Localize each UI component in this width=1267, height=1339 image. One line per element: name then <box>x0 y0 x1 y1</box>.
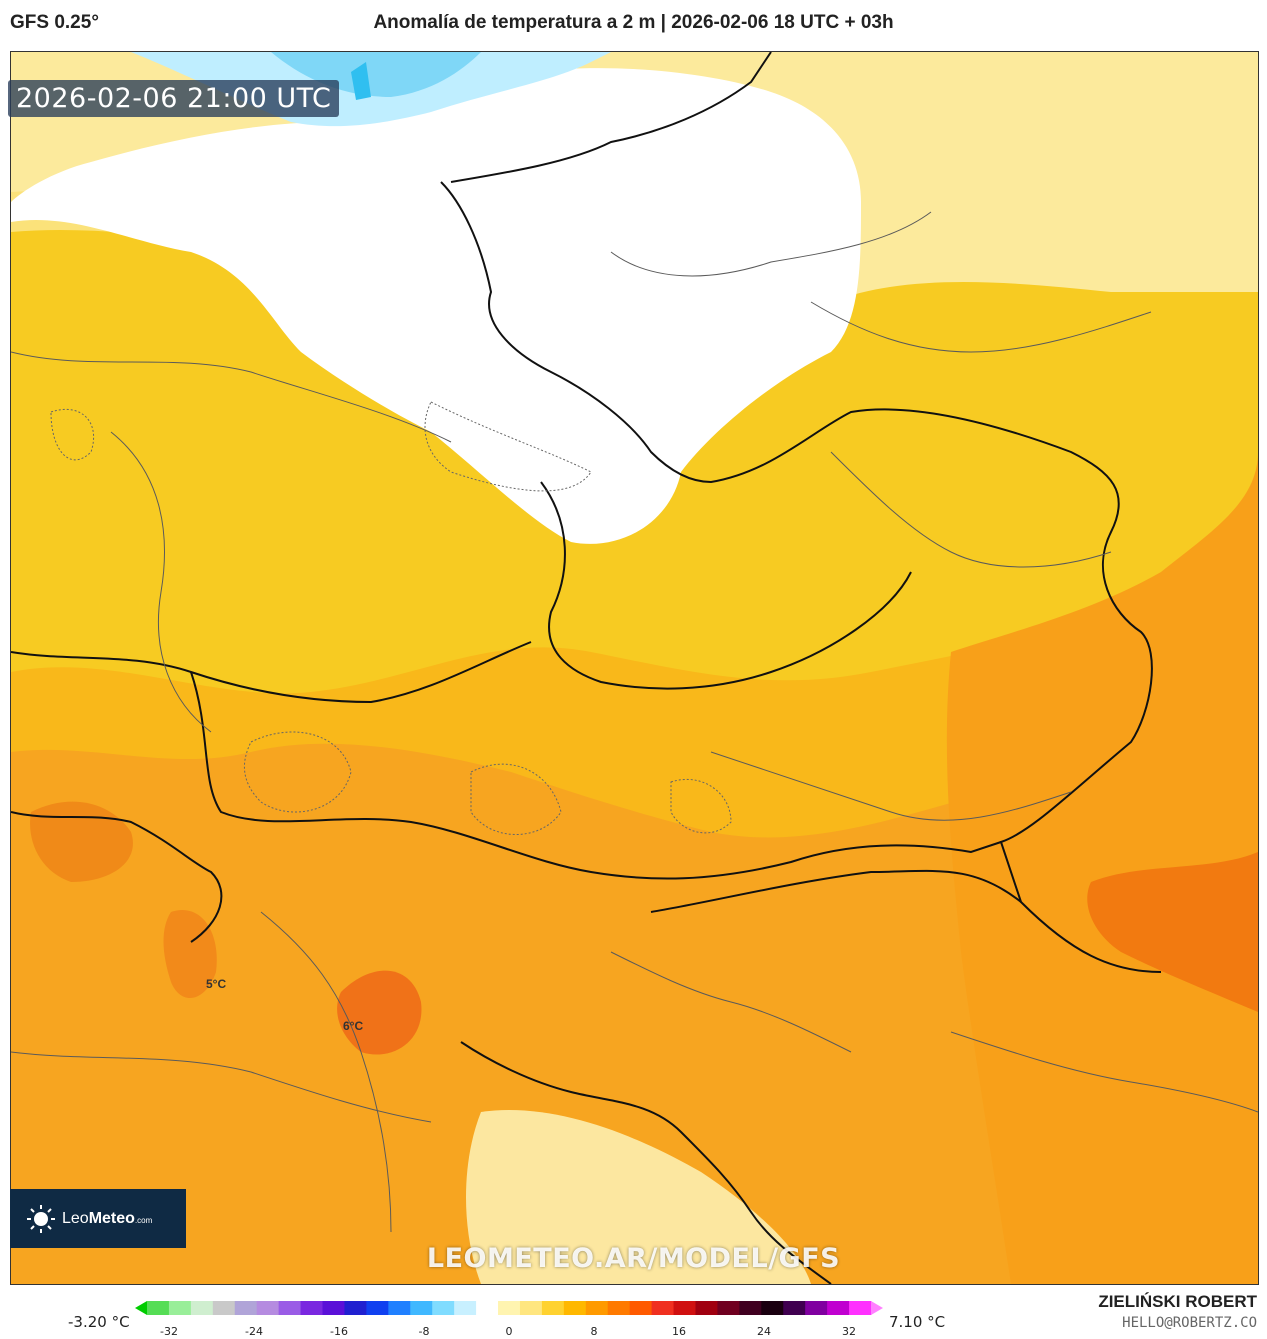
colorbar-arrow-left <box>135 1301 147 1315</box>
colorbar-segment <box>717 1301 740 1315</box>
colorbar-segment <box>147 1301 170 1315</box>
colorbar-segment <box>651 1301 675 1315</box>
colorbar-segment <box>498 1301 521 1315</box>
website-watermark: LEOMETEO.AR/MODEL/GFS <box>426 1243 841 1274</box>
author-block: ZIELIŃSKI ROBERT HELLO@ROBERTZ.CO <box>1098 1292 1257 1331</box>
colorbar-segment <box>300 1301 324 1315</box>
leometeo-logo[interactable]: LeoMeteo.com <box>10 1189 186 1248</box>
colorbar-tick-label: 16 <box>672 1325 686 1338</box>
colorbar-segment <box>432 1301 455 1315</box>
logo-wordmark: LeoMeteo.com <box>62 1209 153 1227</box>
colorbar-max-label: 7.10 °C <box>889 1313 946 1331</box>
colorbar-tick-label: 0 <box>505 1325 513 1338</box>
map-canvas <box>11 52 1258 1284</box>
temperature-anomaly-map: 5°C 6°C <box>10 51 1259 1285</box>
colorbar <box>135 1301 883 1315</box>
colorbar-segment <box>454 1301 477 1315</box>
author-email[interactable]: HELLO@ROBERTZ.CO <box>1122 1315 1257 1331</box>
colorbar-arrow-right <box>871 1301 883 1315</box>
author-name: ZIELIŃSKI ROBERT <box>1098 1292 1257 1311</box>
orange-pocket-west <box>30 801 133 882</box>
anomaly-contours <box>50 401 732 835</box>
temperature-label-6c: 6°C <box>343 1019 364 1033</box>
colorbar-segment <box>673 1301 696 1315</box>
temperature-label-5c: 5°C <box>206 977 227 991</box>
colorbar-segment <box>212 1301 236 1315</box>
colorbar-tick-label: 8 <box>590 1325 598 1338</box>
orange-east <box>946 452 1258 1284</box>
colorbar-segment <box>476 1301 499 1315</box>
colorbar-segment <box>366 1301 389 1315</box>
colorbar-tick-label: 32 <box>842 1325 856 1338</box>
colorbar-segment <box>761 1301 784 1315</box>
colorbar-tick-label: -32 <box>160 1325 178 1338</box>
colorbar-segment <box>585 1301 609 1315</box>
colorbar-segment <box>168 1301 192 1315</box>
country-borders <box>11 52 1162 1284</box>
colorbar-segment <box>410 1301 433 1315</box>
colorbar-segment <box>344 1301 367 1315</box>
colorbar-segment <box>541 1301 565 1315</box>
blue-region <box>271 52 481 97</box>
colorbar-segment <box>607 1301 631 1315</box>
colorbar-segment <box>256 1301 280 1315</box>
colorbar-segment <box>629 1301 653 1315</box>
colorbar-segment <box>278 1301 302 1315</box>
colorbar-segment <box>805 1301 828 1315</box>
colorbar-segment <box>388 1301 411 1315</box>
model-name: GFS 0.25° <box>10 12 99 33</box>
colorbar-segment <box>849 1301 872 1315</box>
colorbar-segment <box>563 1301 587 1315</box>
colorbar-tick-label: -8 <box>418 1325 430 1338</box>
colorbar-tick-label: 24 <box>757 1325 771 1338</box>
sun-icon <box>27 1204 55 1233</box>
map-title: Anomalía de temperatura a 2 m | 2026-02-… <box>373 12 894 33</box>
colorbar-segment <box>827 1301 850 1315</box>
colorbar-segment <box>695 1301 718 1315</box>
colorbar-segment <box>234 1301 258 1315</box>
deep-blue-spot <box>351 62 371 100</box>
region-borders <box>11 211 1258 1233</box>
colorbar-min-label: -3.20 °C <box>68 1313 130 1331</box>
valid-time-badge: 2026-02-06 21:00 UTC <box>8 80 340 117</box>
colorbar-segment <box>519 1301 543 1315</box>
orange-pocket-south <box>337 970 422 1055</box>
orange-band-deep <box>11 742 1258 1284</box>
colorbar-segment <box>783 1301 806 1315</box>
colorbar-segment <box>739 1301 762 1315</box>
dark-orange-east <box>1087 852 1258 1012</box>
colorbar-tick-label: -16 <box>330 1325 348 1338</box>
neutral-white-region <box>11 68 861 544</box>
pale-adriatic-area <box>466 1110 811 1284</box>
colorbar-tick-label: -24 <box>245 1325 263 1338</box>
colorbar-segment <box>190 1301 214 1315</box>
colorbar-segment <box>322 1301 345 1315</box>
